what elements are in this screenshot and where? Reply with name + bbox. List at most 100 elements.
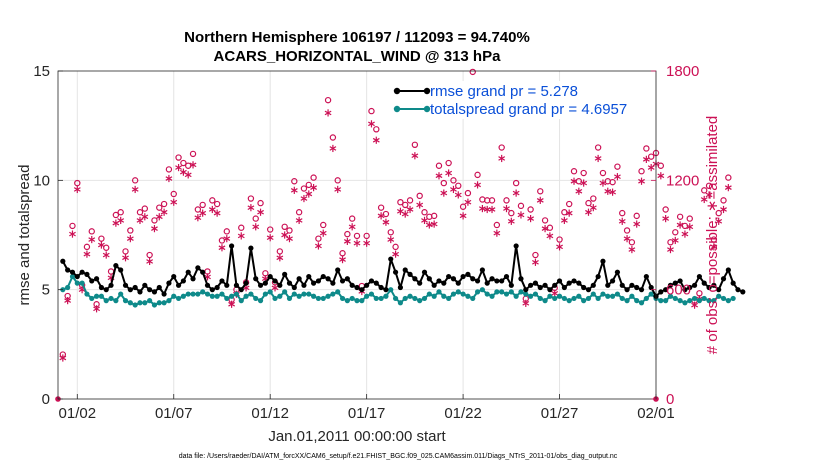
obs-possible-point [266, 226, 274, 233]
obs-assimilated-point [724, 184, 732, 192]
rmse-point [547, 287, 553, 293]
obs-assimilated-point [411, 152, 419, 160]
totalspread-point [730, 295, 736, 302]
totalspread-point [74, 280, 80, 286]
obs-assimilated-point [117, 216, 125, 225]
obs-possible-point [339, 250, 346, 257]
rmse-point [552, 282, 558, 288]
obs-possible-point [402, 201, 409, 209]
obs-assimilated-point [454, 191, 462, 199]
obs-assimilated-point [290, 186, 298, 194]
obs-possible-point [561, 209, 568, 216]
obs-assimilated-point [88, 235, 96, 244]
totalspread-point [407, 293, 413, 299]
obs-assimilated-point [536, 196, 544, 204]
obs-possible-point [450, 177, 457, 184]
rmse-point [79, 269, 85, 275]
rmse-point [474, 278, 481, 284]
rmse-point [291, 284, 297, 291]
y-axis-label-right: # of obs: o=possible; ∗=assimilated [704, 116, 721, 355]
obs-possible-point [373, 126, 380, 133]
totalspread-point [219, 291, 225, 297]
totalspread-point [286, 295, 293, 302]
legend-rmse-label: rmse grand pr = 5.278 [430, 83, 578, 100]
obs-possible-point [276, 248, 284, 255]
chart-title-line2: ACARS_HORIZONTAL_WIND @ 313 hPa [214, 48, 502, 65]
totalspread-point [629, 293, 635, 299]
obs-possible-point [387, 229, 394, 236]
rmse-point [455, 280, 461, 286]
obs-assimilated-point [623, 235, 631, 243]
rmse-point [224, 282, 230, 288]
rmse-point [175, 282, 182, 288]
obs-possible-point [619, 209, 626, 217]
rmse-point [503, 273, 510, 280]
obs-assimilated-point [647, 163, 655, 172]
obs-possible-point [517, 202, 525, 210]
obs-possible-point [247, 195, 255, 202]
obs-possible-point [527, 206, 534, 213]
chart-title-line1: Northern Hemisphere 106197 / 112093 = 94… [184, 29, 530, 46]
obs-possible-point [98, 235, 105, 242]
rmse-point [518, 276, 524, 282]
obs-assimilated-point [281, 231, 289, 239]
obs-possible-point [305, 181, 312, 189]
totalspread-point [195, 291, 201, 297]
obs-assimilated-point [392, 250, 399, 258]
obs-assimilated-point [266, 234, 274, 242]
obs-possible-point [189, 150, 197, 158]
obs-possible-point [681, 222, 689, 230]
obs-assimilated-point [527, 215, 535, 223]
obs-possible-point [348, 215, 356, 222]
totalspread-point [677, 298, 683, 304]
obs-assimilated-point [488, 205, 496, 214]
rmse-point [441, 280, 447, 286]
rmse-point [151, 289, 158, 295]
obs-possible-point [537, 188, 544, 195]
totalspread-point [638, 300, 645, 306]
rmse-point [330, 280, 336, 286]
rmse-point [528, 282, 534, 288]
rmse-point [147, 287, 153, 293]
rmse-point [339, 278, 346, 284]
totalspread-point [465, 293, 471, 299]
rmse-point [248, 245, 254, 251]
rmse-point [277, 282, 283, 288]
totalspread-point [658, 298, 664, 304]
totalspread-point [79, 280, 85, 286]
obs-possible-point [252, 215, 259, 222]
rmse-point [407, 271, 413, 277]
obs-possible-point [310, 174, 317, 181]
rmse-point [118, 267, 124, 273]
totalspread-point [682, 300, 688, 306]
y-axis-label-left: rmse and totalspread [16, 165, 33, 306]
obs-possible-point [440, 179, 448, 187]
totalspread-point [359, 298, 365, 304]
legend-rmse-marker-b [423, 87, 431, 95]
rmse-point [262, 280, 268, 286]
rmse-point [648, 284, 654, 291]
obs-possible-point [725, 174, 732, 181]
obs-assimilated-point [372, 136, 380, 144]
obs-possible-point [556, 236, 563, 243]
totalspread-point [537, 295, 543, 302]
rmse-point [195, 265, 201, 271]
obs-possible-point [546, 224, 554, 231]
rmse-point [624, 287, 630, 293]
obs-possible-point [160, 200, 168, 208]
rmse-point [257, 282, 264, 288]
obs-possible-point [585, 199, 592, 207]
rmse-point [93, 276, 100, 282]
obs-assimilated-point [257, 208, 264, 216]
rmse-point [132, 284, 138, 291]
x-tick-label: 02/01 [637, 405, 675, 422]
rmse-point [605, 282, 611, 288]
rmse-point [69, 269, 76, 275]
rmse-point [142, 282, 148, 288]
totalspread-point [600, 291, 606, 297]
rmse-point [359, 287, 365, 293]
obs-assimilated-point [73, 185, 81, 194]
obs-possible-point [710, 236, 718, 243]
rmse-point [238, 287, 244, 293]
obs-possible-point [657, 162, 665, 169]
